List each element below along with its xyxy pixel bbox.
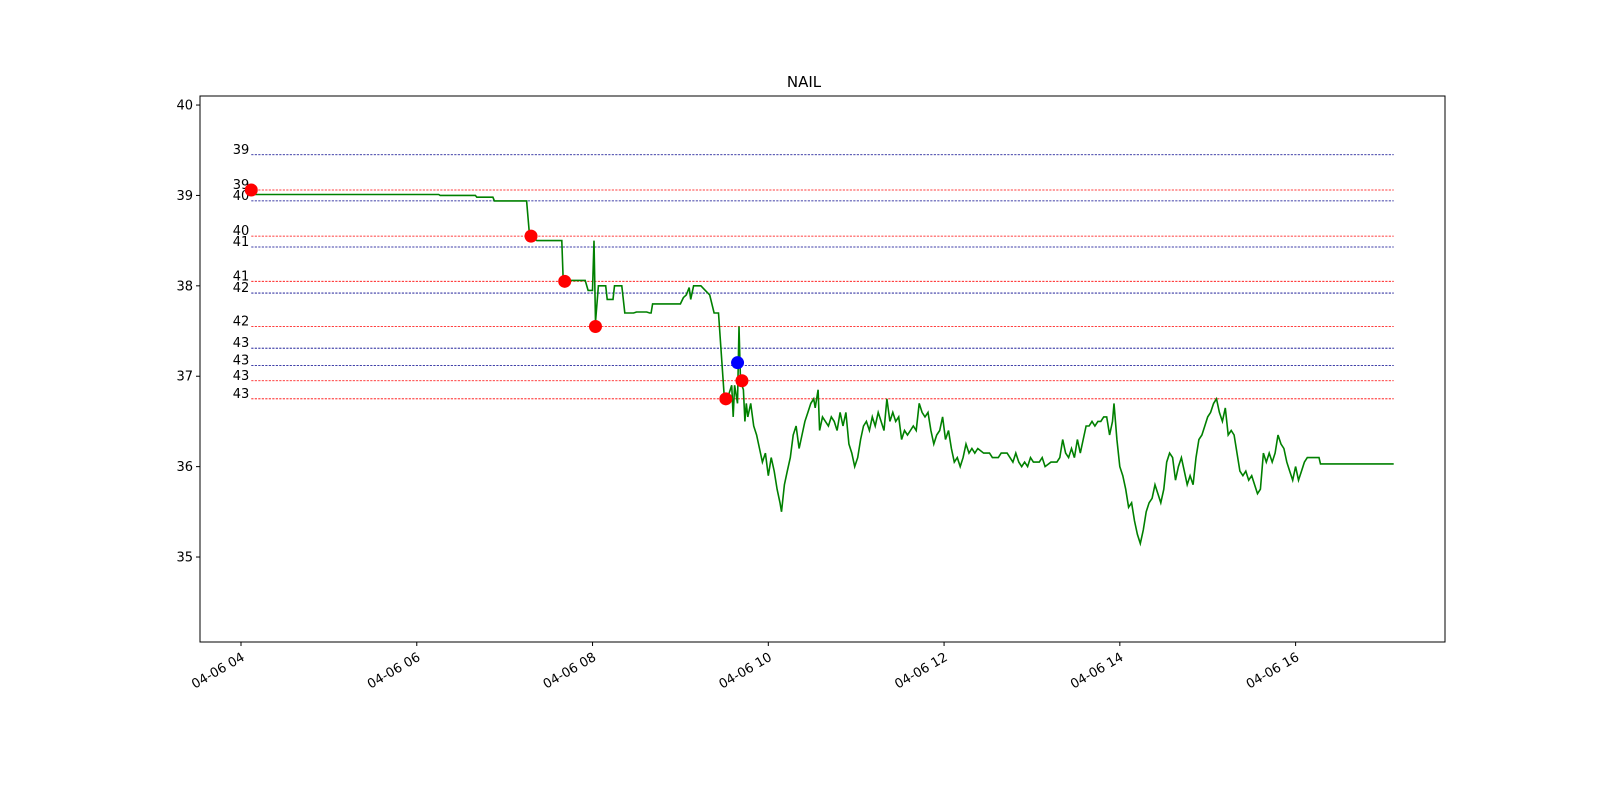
- level-label: 42: [233, 315, 250, 330]
- y-tick-label: 36: [176, 460, 193, 475]
- level-label: 43: [233, 353, 250, 368]
- sell-marker: [558, 274, 572, 288]
- level-label: 40: [233, 224, 250, 239]
- y-tick-label: 38: [176, 279, 193, 294]
- level-label: 41: [233, 235, 250, 250]
- level-label: 42: [233, 281, 250, 296]
- sell-marker: [588, 320, 602, 334]
- level-label: 43: [233, 336, 250, 351]
- trade-markers: [244, 183, 749, 406]
- chart-title: NAIL: [787, 73, 822, 91]
- level-label: 43: [233, 369, 250, 384]
- buy-marker: [731, 356, 745, 370]
- sell-marker: [735, 374, 749, 388]
- plot-frame: [199, 95, 1446, 643]
- y-tick-label: 35: [176, 551, 193, 566]
- sell-marker: [524, 229, 538, 243]
- level-label: 40: [233, 189, 250, 204]
- level-label: 43: [233, 387, 250, 402]
- y-tick-label: 39: [176, 189, 193, 204]
- price-line: [251, 193, 1394, 547]
- level-label: 39: [233, 143, 250, 158]
- price-series: [251, 193, 1394, 547]
- y-tick-label: 40: [176, 99, 193, 114]
- y-axis: 35 36 37 38 39 40: [176, 99, 200, 566]
- sell-marker: [719, 392, 733, 406]
- sell-marker: [244, 183, 258, 197]
- y-tick-label: 37: [176, 370, 193, 385]
- level-label: 41: [233, 269, 250, 284]
